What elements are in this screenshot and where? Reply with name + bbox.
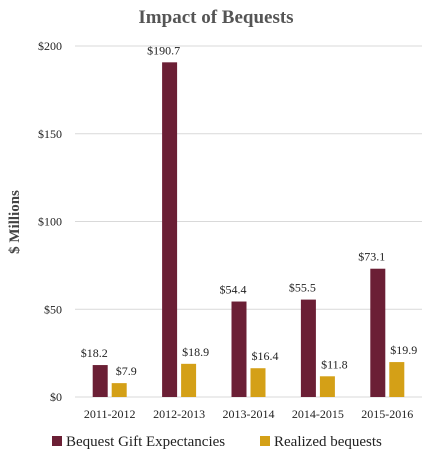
- bar-realized: [111, 383, 127, 397]
- y-tick-label: $200: [38, 39, 62, 53]
- bar-expectancy: [370, 268, 386, 397]
- legend-label: Bequest Gift Expectancies: [66, 434, 225, 450]
- x-tick-label: 2013-2014: [223, 407, 275, 421]
- data-label: $54.4: [220, 283, 247, 297]
- data-label: $19.9: [390, 343, 417, 357]
- x-axis-ticks: 2011-2012 2012-2013 2013-2014 2014-2015 2015…: [84, 407, 413, 421]
- legend-swatch: [52, 436, 62, 446]
- data-labels: $18.2 $7.9 $190.7 $18.9 $54.4 $16.4 $55.5 $11.8…: [81, 43, 418, 378]
- data-label: $16.4: [252, 349, 279, 363]
- bar-expectancy: [162, 62, 178, 397]
- legend: Bequest Gift Expectancies Realized beques…: [52, 434, 382, 450]
- data-label: $11.8: [321, 357, 348, 371]
- data-label: $190.7: [147, 43, 180, 57]
- data-label: $18.9: [182, 345, 209, 359]
- y-tick-label: $0: [50, 390, 62, 404]
- bar-realized: [319, 376, 335, 397]
- bar-realized: [250, 368, 266, 397]
- data-label: $73.1: [358, 250, 385, 264]
- bar-realized: [389, 362, 405, 397]
- data-label: $18.2: [81, 346, 108, 360]
- legend-label: Realized bequests: [274, 434, 382, 450]
- legend-swatch: [260, 436, 270, 446]
- bar-expectancy: [92, 365, 108, 397]
- bars: [92, 62, 405, 397]
- data-label: $55.5: [289, 281, 316, 295]
- x-tick-label: 2015-2016: [361, 407, 413, 421]
- y-tick-label: $50: [44, 302, 62, 316]
- y-tick-label: $100: [38, 215, 62, 229]
- bar-realized: [181, 363, 197, 397]
- bar-expectancy: [231, 301, 247, 397]
- bar-expectancy: [300, 299, 316, 397]
- x-tick-label: 2014-2015: [292, 407, 344, 421]
- gridlines: [75, 45, 422, 398]
- x-tick-label: 2011-2012: [84, 407, 136, 421]
- y-tick-label: $150: [38, 127, 62, 141]
- y-axis-label: $ Millions: [7, 190, 23, 254]
- data-label: $7.9: [116, 364, 137, 378]
- chart-title: Impact of Bequests: [138, 7, 293, 28]
- x-tick-label: 2012-2013: [153, 407, 205, 421]
- y-axis-ticks: $0 $50 $100 $150 $200: [38, 39, 62, 404]
